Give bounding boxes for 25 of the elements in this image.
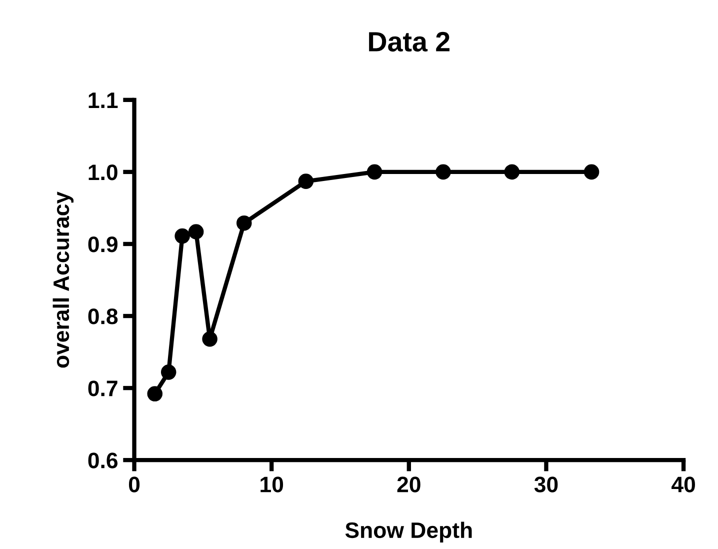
- x-tick-label: 0: [128, 476, 140, 492]
- x-tick-label: 20: [397, 476, 420, 492]
- point: [584, 164, 600, 180]
- y-tick-label: 0.8: [88, 308, 118, 324]
- y-tick-label: 1.1: [88, 92, 118, 108]
- point: [436, 164, 451, 180]
- point: [202, 331, 218, 347]
- point: [298, 174, 314, 189]
- point: [366, 164, 382, 180]
- point: [188, 224, 204, 240]
- y-axis-title: overall Accuracy: [52, 192, 74, 368]
- y-tick-label: 0.7: [88, 380, 118, 396]
- y-tick-label: 1.0: [88, 164, 118, 180]
- x-tick-label: 40: [672, 476, 695, 492]
- x-tick-label: 30: [534, 476, 558, 492]
- y-tick-label: 0.6: [88, 452, 118, 468]
- point: [174, 228, 190, 244]
- point: [160, 364, 176, 380]
- x-axis-title: Snow Depth: [345, 522, 472, 542]
- y-tick-label: 0.9: [88, 236, 118, 252]
- point: [147, 386, 163, 402]
- chart-title: Data 2: [369, 32, 450, 52]
- point: [504, 164, 520, 180]
- point: [236, 215, 252, 231]
- x-tick-label: 10: [260, 476, 284, 492]
